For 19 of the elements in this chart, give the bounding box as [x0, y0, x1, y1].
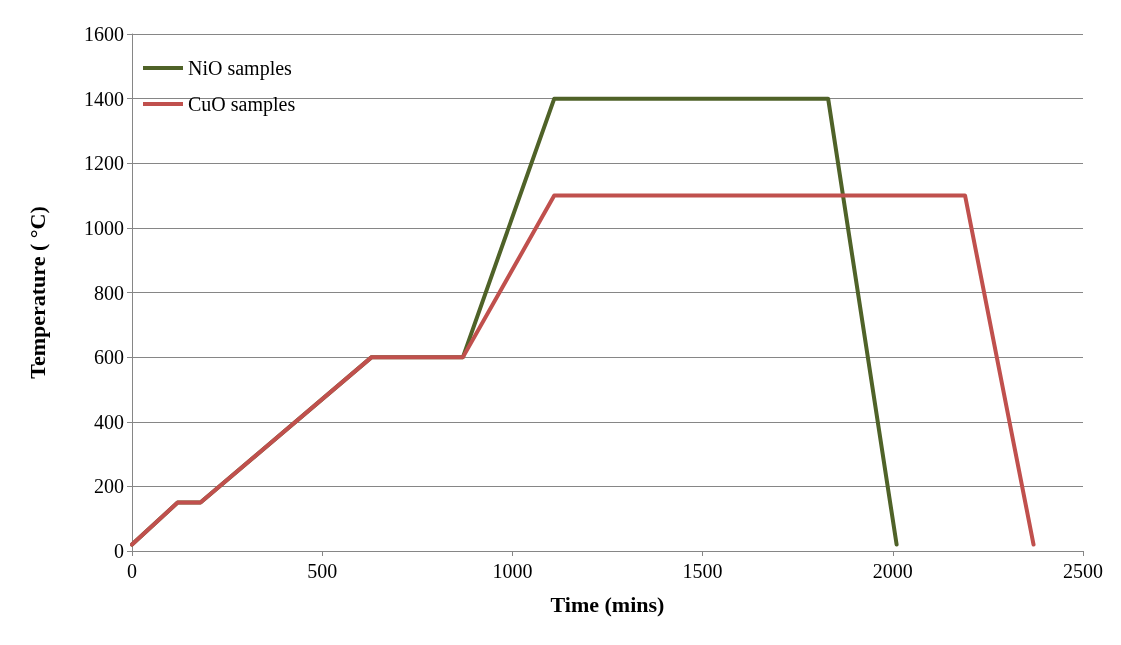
x-tick-label: 1500 [682, 560, 723, 582]
y-tick-label: 600 [94, 346, 124, 369]
y-tick-label: 1000 [84, 216, 124, 239]
y-tick-label: 1400 [84, 87, 124, 110]
line-series [130, 193, 1036, 547]
legend-label: NiO samples [188, 57, 293, 80]
y-axis-title: Temperature ( °C) [24, 206, 50, 379]
y-tick-label: 0 [114, 540, 124, 562]
y-tick-label: 400 [94, 410, 124, 433]
x-axis-title: Time (mins) [550, 591, 665, 617]
legend-label: CuO samples [188, 93, 296, 116]
y-tick-label: 1600 [84, 23, 124, 45]
x-tick-label: 500 [307, 560, 338, 582]
y-tick-label: 200 [94, 475, 124, 498]
x-tick-label: 2500 [1063, 560, 1103, 582]
x-tick-label: 2000 [872, 560, 913, 582]
y-tick-label: 800 [94, 281, 124, 304]
x-tick-label: 1000 [492, 560, 533, 582]
y-tick-label: 1200 [84, 152, 124, 175]
